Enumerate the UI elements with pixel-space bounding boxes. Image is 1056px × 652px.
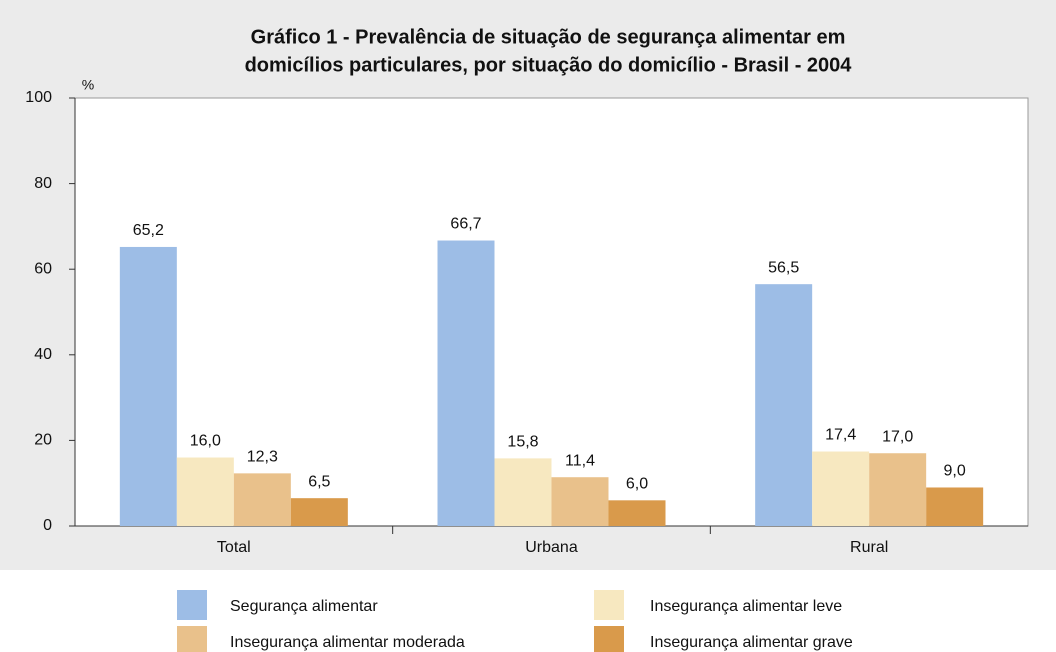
- bar: [755, 284, 813, 526]
- legend-label: Insegurança alimentar leve: [650, 598, 842, 615]
- chart-subtitle: domicílios particulares, por situação do…: [245, 54, 853, 76]
- data-label: 6,0: [626, 476, 648, 493]
- legend-label: Segurança alimentar: [230, 598, 378, 615]
- bar: [176, 457, 234, 526]
- y-tick-label: 80: [34, 175, 52, 192]
- legend-swatch: [594, 590, 624, 620]
- bar: [119, 246, 177, 526]
- data-label: 11,4: [565, 452, 595, 469]
- legend-swatch: [177, 626, 207, 652]
- y-axis-label: %: [82, 77, 94, 93]
- bar: [233, 473, 291, 526]
- legend-label: Insegurança alimentar moderada: [230, 634, 465, 651]
- y-tick-label: 40: [34, 346, 52, 363]
- bar: [494, 458, 552, 526]
- data-label: 12,3: [247, 449, 278, 466]
- legend-label: Insegurança alimentar grave: [650, 634, 853, 651]
- bar: [869, 453, 927, 526]
- legend-swatch: [177, 590, 207, 620]
- y-tick-label: 20: [34, 432, 52, 449]
- data-label: 65,2: [133, 222, 164, 239]
- bar: [551, 477, 609, 526]
- data-label: 15,8: [507, 434, 538, 451]
- x-tick-label: Urbana: [525, 539, 578, 556]
- data-label: 17,0: [882, 428, 913, 445]
- data-label: 6,5: [308, 473, 330, 490]
- x-tick-label: Rural: [850, 539, 888, 556]
- data-label: 66,7: [450, 216, 481, 233]
- y-tick-label: 60: [34, 260, 52, 277]
- y-tick-label: 100: [25, 89, 52, 106]
- bar: [437, 240, 495, 527]
- data-label: 16,0: [190, 433, 221, 450]
- legend-swatch: [594, 626, 624, 652]
- chart-title: Gráfico 1 - Prevalência de situação de s…: [251, 26, 846, 48]
- y-tick-label: 0: [43, 517, 52, 534]
- bar: [812, 451, 870, 526]
- data-label: 17,4: [825, 427, 856, 444]
- x-tick-label: Total: [217, 539, 251, 556]
- bar: [608, 500, 666, 526]
- bar: [926, 487, 984, 526]
- data-label: 56,5: [768, 259, 799, 276]
- bar: [290, 498, 348, 526]
- data-label: 9,0: [944, 463, 966, 480]
